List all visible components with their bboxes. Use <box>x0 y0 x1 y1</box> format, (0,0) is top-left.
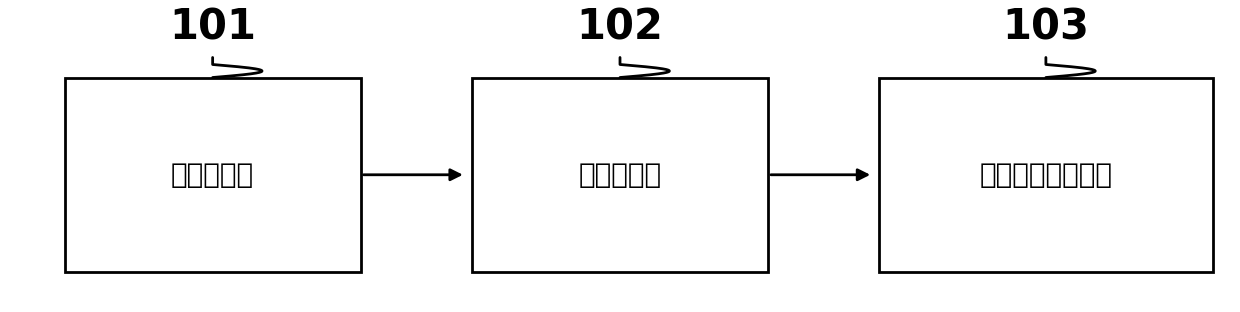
Text: 光束扩束准直组件: 光束扩束准直组件 <box>980 161 1112 189</box>
Text: 偏振衰减器: 偏振衰减器 <box>578 161 662 189</box>
Text: 103: 103 <box>1002 7 1090 49</box>
Text: 102: 102 <box>577 7 663 49</box>
Bar <box>472 77 768 272</box>
Bar <box>879 77 1213 272</box>
Text: 101: 101 <box>169 7 257 49</box>
Text: 光源发生器: 光源发生器 <box>171 161 254 189</box>
Bar <box>64 77 361 272</box>
